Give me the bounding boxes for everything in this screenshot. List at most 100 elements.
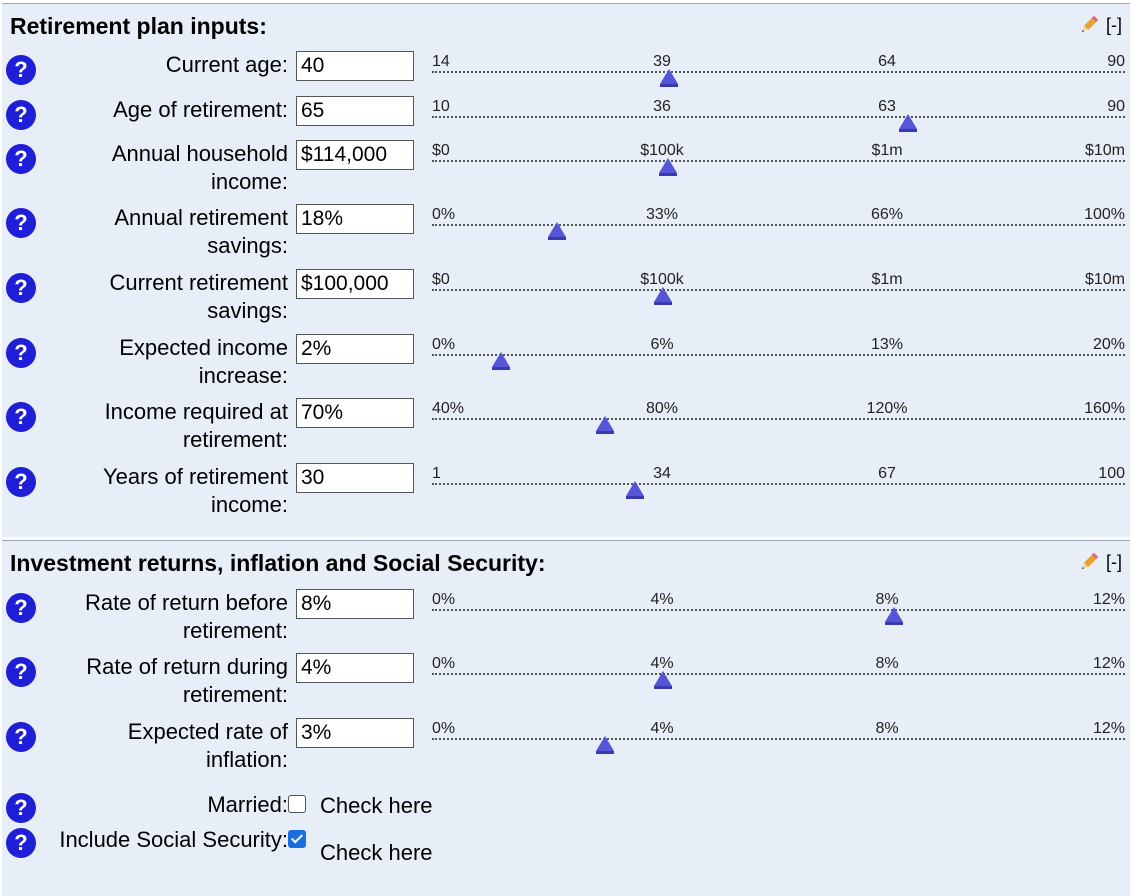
value-field[interactable]: 2% bbox=[296, 334, 414, 364]
collapse-button[interactable]: [-] bbox=[1106, 551, 1122, 572]
slider-tick-label: $0 bbox=[432, 142, 450, 159]
help-icon[interactable]: ? bbox=[6, 828, 36, 858]
pencil-icon[interactable] bbox=[1078, 551, 1100, 573]
slider-tick-label: 0% bbox=[432, 336, 456, 353]
slider-tick-label: 4% bbox=[650, 591, 674, 608]
slider-tick-label: 4% bbox=[650, 720, 674, 737]
slider-tick-label: 0% bbox=[432, 655, 456, 672]
panel-tools: [-] bbox=[1078, 14, 1122, 36]
value-slider[interactable]: 0% 4% 8% 12% bbox=[432, 655, 1125, 695]
value-field[interactable]: 3% bbox=[296, 718, 414, 748]
slider-thumb[interactable] bbox=[626, 481, 645, 499]
value-slider[interactable]: 14 39 64 90 bbox=[432, 53, 1125, 93]
slider-thumb[interactable] bbox=[547, 222, 566, 240]
slider-tick-label: 1 bbox=[432, 465, 441, 482]
slider-tick-label: 34 bbox=[653, 465, 671, 482]
value-field[interactable]: $100,000 bbox=[296, 269, 414, 299]
help-icon[interactable]: ? bbox=[6, 722, 36, 752]
slider-tick-label: 12% bbox=[1092, 655, 1125, 672]
field-label: Annual household income: bbox=[111, 141, 288, 194]
slider-track bbox=[432, 483, 1125, 485]
slider-track bbox=[432, 224, 1125, 226]
slider-thumb[interactable] bbox=[653, 287, 672, 305]
checkbox[interactable] bbox=[288, 830, 306, 848]
value-field[interactable]: 18% bbox=[296, 204, 414, 234]
slider-tick-label: 64 bbox=[878, 53, 896, 70]
value-slider[interactable]: 10 36 63 90 bbox=[432, 98, 1125, 138]
help-icon[interactable]: ? bbox=[6, 467, 36, 497]
checkbox[interactable] bbox=[288, 795, 306, 813]
value-slider[interactable]: 0% 4% 8% 12% bbox=[432, 591, 1125, 631]
slider-track bbox=[432, 116, 1125, 118]
value-slider[interactable]: 1 34 67 100 bbox=[432, 465, 1125, 505]
help-icon[interactable]: ? bbox=[6, 338, 36, 368]
slider-tick-label: 0% bbox=[432, 591, 456, 608]
slider-thumb[interactable] bbox=[492, 352, 511, 370]
slider-tick-label: $1m bbox=[871, 142, 903, 159]
slider-tick-label: 66% bbox=[870, 206, 904, 223]
slider-thumb[interactable] bbox=[660, 69, 678, 87]
investment-returns-panel: Investment returns, inflation and Social… bbox=[2, 540, 1130, 896]
slider-track bbox=[432, 289, 1125, 291]
value-slider[interactable]: 40% 80% 120% 160% bbox=[432, 400, 1125, 440]
slider-track bbox=[432, 673, 1125, 675]
help-icon[interactable]: ? bbox=[6, 273, 36, 303]
slider-tick-label: 6% bbox=[650, 336, 674, 353]
value-field[interactable]: 65 bbox=[296, 96, 414, 126]
help-icon[interactable]: ? bbox=[6, 100, 36, 130]
slider-tick-label: $10m bbox=[1084, 271, 1125, 288]
value-field[interactable]: 8% bbox=[296, 589, 414, 619]
field-label: Current age: bbox=[165, 52, 288, 77]
slider-thumb[interactable] bbox=[885, 607, 904, 625]
checkbox-text: Check here bbox=[320, 840, 433, 865]
slider-thumb[interactable] bbox=[658, 158, 677, 176]
slider-tick-label: 36 bbox=[653, 98, 671, 115]
slider-tick-label: 90 bbox=[1107, 98, 1125, 115]
value-field[interactable]: 70% bbox=[296, 398, 414, 428]
slider-tick-label: $100k bbox=[640, 142, 684, 159]
help-icon[interactable]: ? bbox=[6, 55, 36, 85]
slider-thumb[interactable] bbox=[899, 114, 918, 132]
help-icon[interactable]: ? bbox=[6, 657, 36, 687]
slider-track bbox=[432, 609, 1125, 611]
value-field[interactable]: 30 bbox=[296, 463, 414, 493]
value-slider[interactable]: 0% 6% 13% 20% bbox=[432, 336, 1125, 376]
value-field[interactable]: $114,000 bbox=[296, 140, 414, 170]
slider-tick-label: 10 bbox=[432, 98, 450, 115]
value-slider[interactable]: 0% 33% 66% 100% bbox=[432, 206, 1125, 246]
slider-track bbox=[432, 354, 1125, 356]
help-icon[interactable]: ? bbox=[6, 144, 36, 174]
help-icon[interactable]: ? bbox=[6, 593, 36, 623]
slider-tick-label: 8% bbox=[875, 591, 899, 608]
checkbox-text: Check here bbox=[320, 793, 433, 818]
slider-tick-label: 39 bbox=[653, 53, 671, 70]
panel-tools: [-] bbox=[1078, 551, 1122, 573]
value-slider[interactable]: 0% 4% 8% 12% bbox=[432, 720, 1125, 760]
slider-tick-label: 12% bbox=[1092, 720, 1125, 737]
slider-tick-label: 160% bbox=[1084, 400, 1125, 417]
help-icon[interactable]: ? bbox=[6, 402, 36, 432]
help-icon[interactable]: ? bbox=[6, 793, 36, 823]
slider-track bbox=[432, 738, 1125, 740]
field-label: Rate of return during retirement: bbox=[86, 654, 288, 707]
slider-track bbox=[432, 160, 1125, 162]
help-icon[interactable]: ? bbox=[6, 208, 36, 238]
value-field[interactable]: 4% bbox=[296, 653, 414, 683]
slider-thumb[interactable] bbox=[653, 671, 672, 689]
panel-title: Retirement plan inputs: bbox=[10, 13, 267, 39]
collapse-button[interactable]: [-] bbox=[1106, 14, 1122, 35]
slider-tick-label: 40% bbox=[432, 400, 465, 417]
value-slider[interactable]: $0 $100k $1m $10m bbox=[432, 271, 1125, 311]
slider-track bbox=[432, 418, 1125, 420]
field-label: Rate of return before retirement: bbox=[84, 590, 288, 643]
value-field[interactable]: 40 bbox=[296, 51, 414, 81]
slider-track bbox=[432, 71, 1125, 73]
slider-thumb[interactable] bbox=[596, 736, 615, 754]
slider-tick-label: 20% bbox=[1092, 336, 1125, 353]
slider-tick-label: 13% bbox=[870, 336, 904, 353]
slider-thumb[interactable] bbox=[596, 416, 615, 434]
field-label: Include Social Security: bbox=[59, 827, 288, 852]
value-slider[interactable]: $0 $100k $1m $10m bbox=[432, 142, 1125, 182]
pencil-icon[interactable] bbox=[1078, 14, 1100, 36]
slider-tick-label: 67 bbox=[878, 465, 896, 482]
